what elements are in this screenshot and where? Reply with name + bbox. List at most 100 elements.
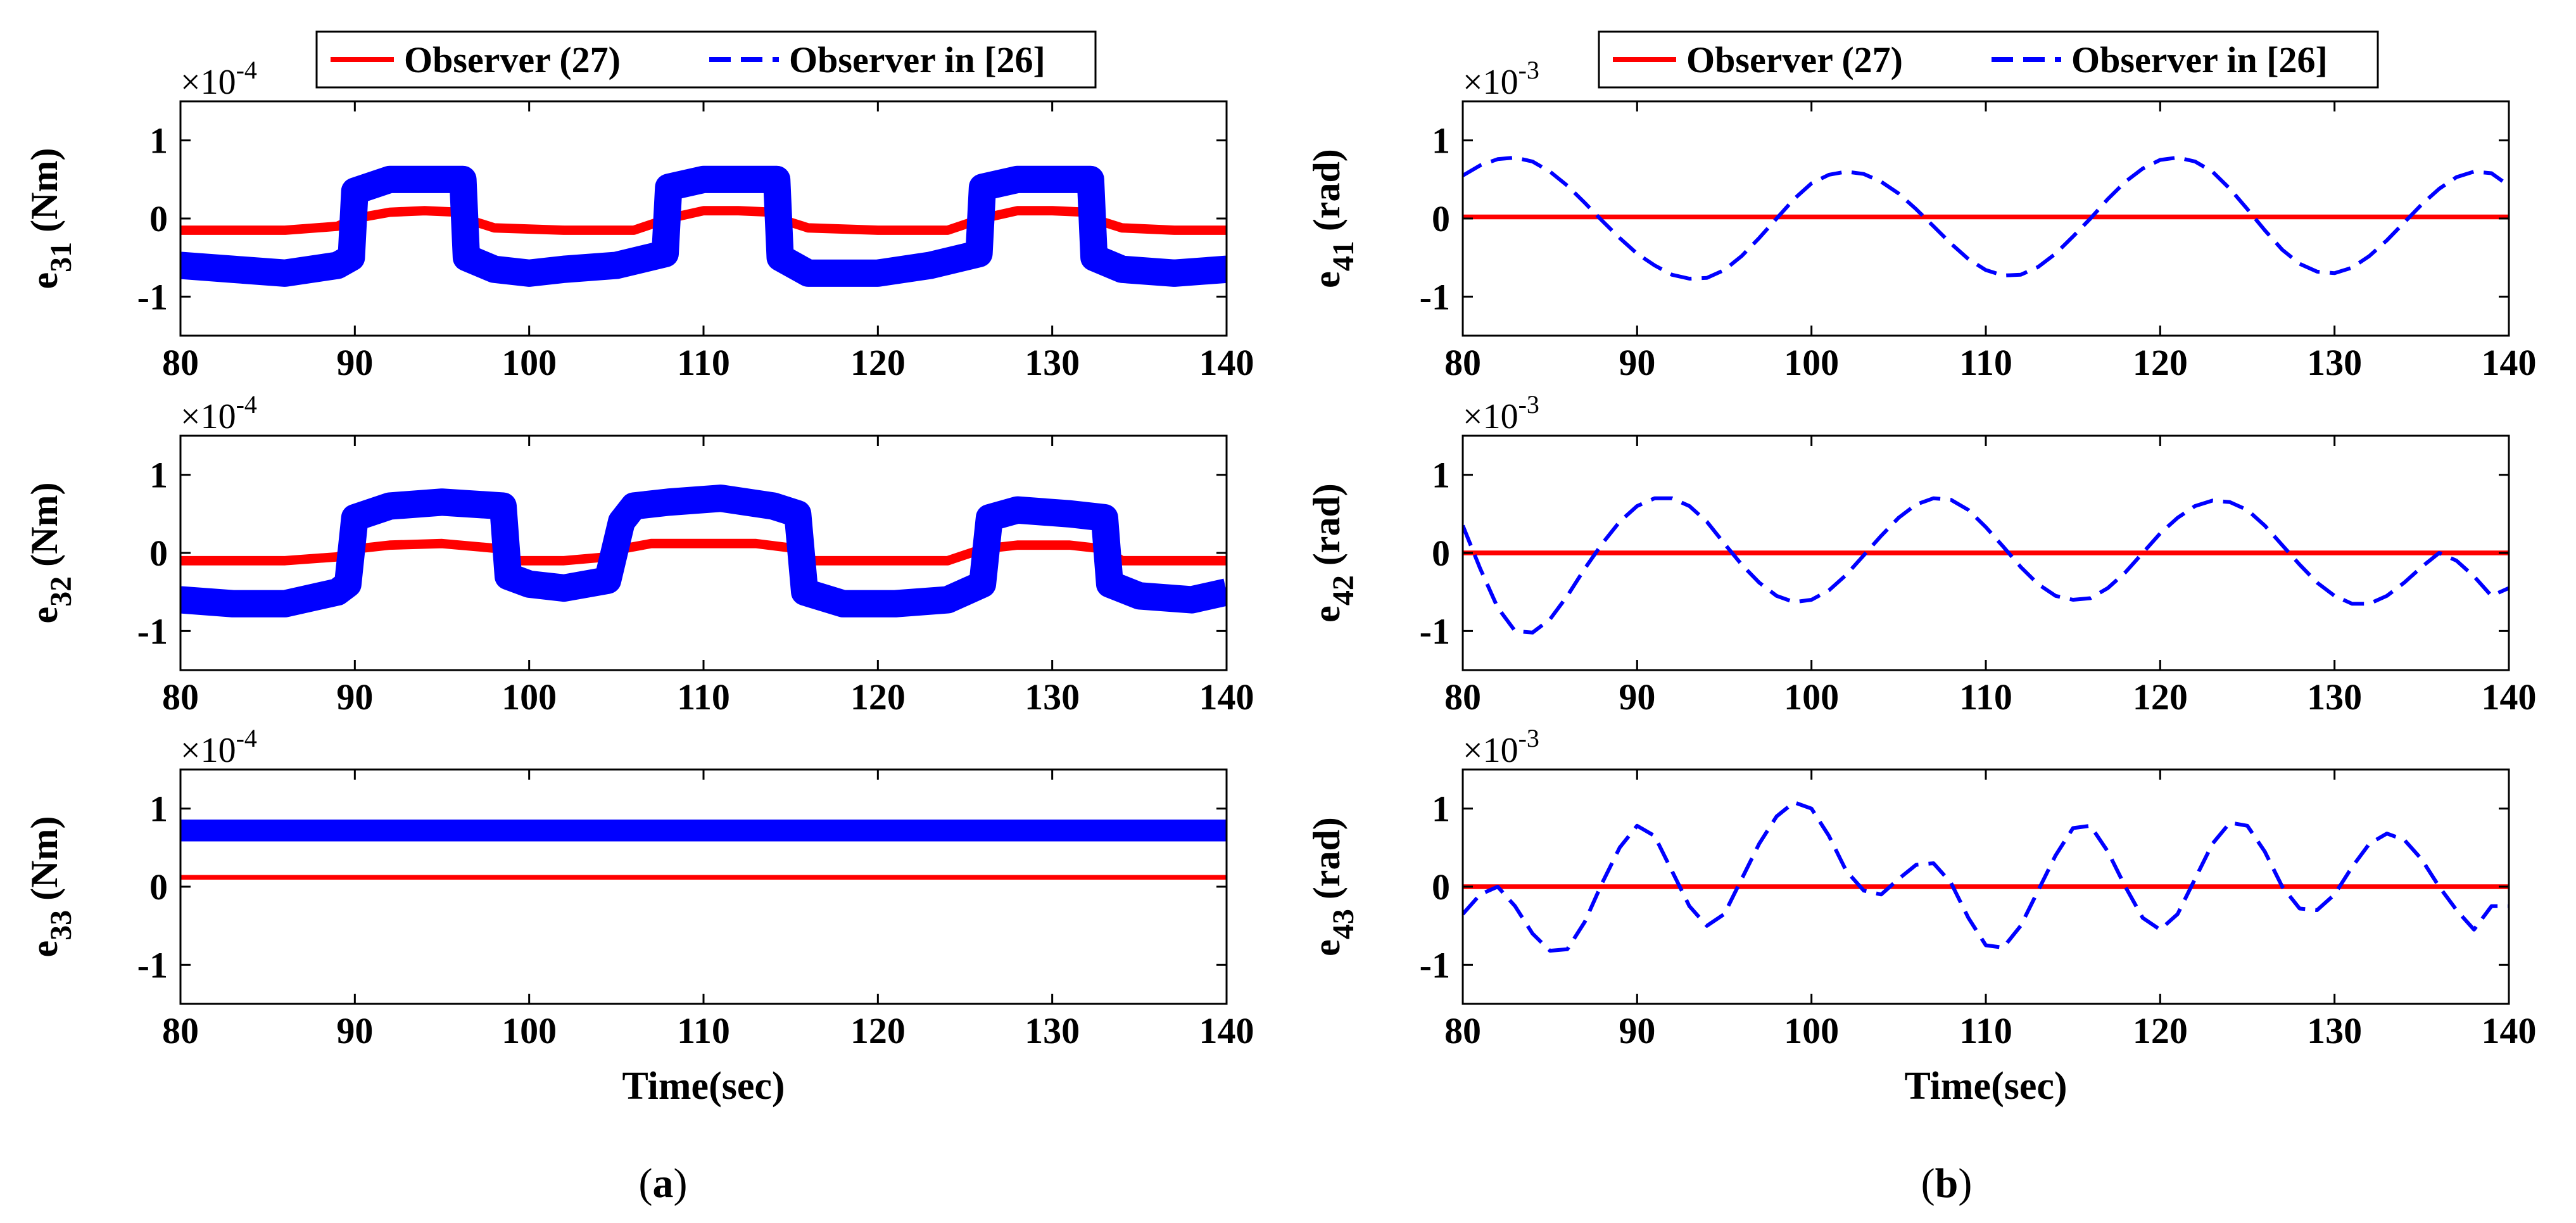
x-tick-label: 120 <box>850 1010 906 1051</box>
y-axis-label: e41 (rad) <box>1306 149 1360 288</box>
y-tick-label: 1 <box>149 120 168 162</box>
subplot-e31: 80 90 100 110 120 130 140 -1 0 1 ×10-4 e31 (Nm) Obse… <box>23 30 1254 383</box>
x-tick-label: 140 <box>1199 676 1254 718</box>
series-observer-26-line <box>180 165 1227 287</box>
x-tick-label: 90 <box>336 342 373 383</box>
x-tick-label: 80 <box>1444 676 1481 718</box>
series-observer-26-line <box>180 485 1227 618</box>
x-tick-label: 100 <box>1784 342 1839 383</box>
series-group <box>180 819 1227 880</box>
exponent-base: ×10 <box>1463 731 1518 770</box>
series-group <box>180 165 1227 287</box>
axis-exponent-label: ×10-3 <box>1463 390 1539 436</box>
x-tick-label: 90 <box>1619 676 1655 718</box>
y-label-subscript: 43 <box>1327 909 1360 939</box>
x-tick-label: 140 <box>2482 342 2537 383</box>
series-group <box>1463 496 2509 635</box>
y-tick-label: 0 <box>1432 533 1450 574</box>
y-tick-label: -1 <box>137 944 168 985</box>
x-tick-label: 130 <box>2307 342 2362 383</box>
y-label-subscript: 41 <box>1327 241 1360 271</box>
x-tick-label: 80 <box>162 1010 199 1051</box>
series-observer-26-line <box>1463 800 2509 953</box>
x-tick-label: 130 <box>2307 1010 2362 1051</box>
x-tick-label: 130 <box>1025 676 1080 718</box>
legend-box <box>1598 30 2379 89</box>
series-observer-26-line <box>1463 496 2509 635</box>
x-tick-label: 100 <box>502 676 557 718</box>
exponent-power: -4 <box>236 724 257 752</box>
series-observer-26-line <box>1463 155 2509 281</box>
subplot-e43: 80 90 100 110 120 130 140 -1 0 1 ×10-3 e43 (rad) Tim… <box>1306 724 2537 1108</box>
legend: Observer (27) Observer in [26] <box>1598 30 2379 89</box>
subplot-e41: 80 90 100 110 120 130 140 -1 0 1 ×10-3 e41 (rad) Obs… <box>1306 30 2537 383</box>
x-tick-label: 100 <box>502 342 557 383</box>
x-tick-label: 80 <box>1444 342 1481 383</box>
x-tick-label: 80 <box>1444 1010 1481 1051</box>
x-tick-label: 120 <box>2133 1010 2188 1051</box>
x-tick-label: 90 <box>1619 342 1655 383</box>
y-tick-label: -1 <box>1420 944 1450 985</box>
y-tick-label: 1 <box>149 455 168 496</box>
y-tick-label: -1 <box>1420 276 1450 317</box>
y-label-subscript: 33 <box>44 910 78 941</box>
y-tick-label: -1 <box>1420 611 1450 652</box>
plot-area <box>180 101 1227 336</box>
y-label-unit: (Nm) <box>23 483 65 576</box>
legend-label-observer-27: Observer (27) <box>404 39 621 80</box>
x-tick-label: 90 <box>336 1010 373 1051</box>
legend-label-observer-26: Observer in [26] <box>789 39 1045 80</box>
x-tick-label: 130 <box>2307 676 2362 718</box>
axis-exponent-label: ×10-4 <box>180 56 257 102</box>
exponent-base: ×10 <box>180 397 236 436</box>
y-label-subscript: 31 <box>44 242 78 272</box>
y-axis-label: e33 (Nm) <box>23 816 78 958</box>
subplot-e42: 80 90 100 110 120 130 140 -1 0 1 ×10-3 e42 (rad) <box>1306 390 2537 718</box>
series-group <box>180 485 1227 618</box>
x-tick-label: 80 <box>162 342 199 383</box>
y-label-unit: (rad) <box>1306 817 1348 909</box>
exponent-power: -3 <box>1518 56 1539 84</box>
y-label-unit: (rad) <box>1306 483 1348 575</box>
x-tick-label: 110 <box>677 676 730 718</box>
exponent-power: -3 <box>1518 390 1539 419</box>
series-group <box>1463 155 2509 281</box>
y-tick-label: -1 <box>137 611 168 652</box>
exponent-base: ×10 <box>180 731 236 770</box>
x-tick-label: 120 <box>850 342 906 383</box>
y-tick-label: 1 <box>1432 120 1450 162</box>
x-tick-label: 80 <box>162 676 199 718</box>
y-label-unit: (Nm) <box>23 148 65 242</box>
x-tick-label: 110 <box>677 342 730 383</box>
x-tick-label: 140 <box>1199 342 1254 383</box>
x-axis-label: Time(sec) <box>622 1065 785 1108</box>
y-tick-label: 0 <box>149 198 168 239</box>
axis-exponent-label: ×10-4 <box>180 724 257 770</box>
exponent-power: -4 <box>236 390 257 419</box>
legend-box <box>315 30 1097 89</box>
x-axis-label: Time(sec) <box>1904 1065 2067 1108</box>
exponent-base: ×10 <box>180 63 236 102</box>
exponent-base: ×10 <box>1463 397 1518 436</box>
y-label-base: e <box>1306 271 1348 288</box>
x-tick-label: 100 <box>502 1010 557 1051</box>
y-tick-label: 1 <box>1432 789 1450 830</box>
x-tick-label: 130 <box>1025 342 1080 383</box>
x-tick-label: 90 <box>336 676 373 718</box>
y-tick-label: -1 <box>137 276 168 317</box>
y-tick-label: 0 <box>149 533 168 574</box>
y-label-base: e <box>1306 605 1348 623</box>
x-tick-label: 110 <box>1959 676 2012 718</box>
exponent-base: ×10 <box>1463 63 1518 102</box>
y-label-unit: (Nm) <box>23 816 65 910</box>
x-tick-label: 120 <box>850 676 906 718</box>
y-label-base: e <box>23 272 65 289</box>
legend-label-observer-26: Observer in [26] <box>2071 39 2328 80</box>
x-tick-label: 120 <box>2133 676 2188 718</box>
x-tick-label: 110 <box>677 1010 730 1051</box>
exponent-power: -3 <box>1518 724 1539 752</box>
x-tick-label: 100 <box>1784 1010 1839 1051</box>
y-label-subscript: 32 <box>44 576 78 607</box>
y-tick-label: 1 <box>149 789 168 830</box>
